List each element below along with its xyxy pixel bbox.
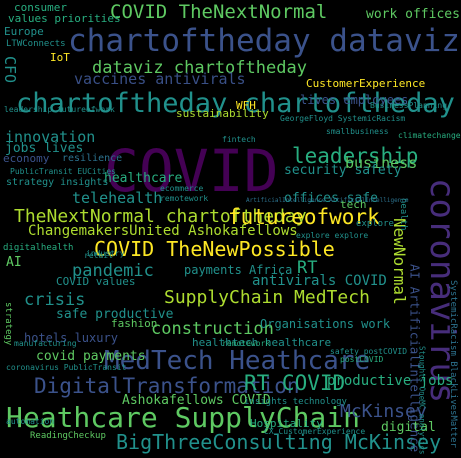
word-hospitality: Hospitality [250, 417, 323, 430]
word-digital: digital [381, 420, 436, 435]
word-telehealth: telehealth [72, 189, 163, 207]
word-digitaltransformation: DigitalTransformation [34, 374, 300, 398]
word-thenextnormal-chartoftheday: TheNextNormal chartoftheday [14, 206, 307, 227]
word-ashokafellows-covid: Ashokafellows COVID [122, 393, 271, 408]
word-customerexperience: CustomerExperience [306, 77, 426, 90]
word-climatechange: climatechange [398, 131, 461, 140]
word-heathcare-supplychain: Heathcare SupplyChain [6, 401, 361, 434]
word-rt-covid: RT COVID [244, 371, 346, 395]
word-work-offices: work offices [366, 7, 460, 22]
word-iot: IoT [50, 51, 70, 64]
word-digitalhealth: digitalhealth [3, 243, 74, 253]
word-health: health [398, 198, 408, 231]
word-innovation: innovation [5, 128, 96, 146]
word-construction: construction [151, 319, 274, 339]
word-covid-values: COVID values [56, 275, 136, 288]
word-ltwconnects: LTWConnects [6, 39, 66, 49]
word-organisations-work: Organisations work [260, 317, 391, 331]
word-cfo: CFO [1, 56, 19, 84]
word-mckinsey: McKinsey [340, 401, 427, 422]
word-strategy: strategy [3, 302, 13, 346]
word-offices-safe: offices safe [284, 191, 378, 206]
word-sustainability: sustainability [176, 107, 269, 120]
word-lives-employees: lives employees [300, 93, 409, 107]
word-ecommerce: ecommerce [160, 184, 204, 193]
word-covid-thenewpossible: COVID TheNewPossible [94, 237, 335, 261]
word-fashion: fashion [111, 317, 158, 330]
word-leadership: leadership [292, 144, 419, 168]
word-antivirals-covid: antivirals COVID [252, 273, 387, 289]
word-hotels-luxury: hotels luxury [24, 331, 118, 345]
word-healthcare: healthcare [104, 171, 183, 186]
word-artificialintelligence-artificialintelligence: ArtificialIntelligence ArtificialIntelli… [246, 197, 409, 204]
word-automation: automation [6, 417, 55, 426]
word-crisis: crisis [24, 290, 86, 310]
word-retail: retail [84, 251, 113, 260]
word-consumer: consumer [14, 1, 67, 14]
word-resilience: resilience [62, 153, 123, 164]
word-covid-thenextnormal: COVID TheNextNormal [110, 1, 328, 23]
word-security-safety: security safety [284, 163, 402, 178]
word-explore: explore [356, 219, 394, 229]
word-explore-explore: explore explore [296, 231, 369, 240]
word-cx-customerexperience: CX CustomerExperience [264, 427, 366, 436]
word-europe: Europe [4, 25, 44, 38]
word-pandemic: pandemic [72, 261, 154, 281]
word-dataviz-chartoftheday: dataviz chartoftheday [92, 58, 307, 78]
word-stoughts-onemc-analytics: Stoughts OneMC analytics [417, 346, 427, 455]
word-safety-postcovid: safety postCOVID [330, 347, 408, 356]
word-coronavirus: coronavirus [422, 178, 461, 404]
word-wfh: WFH [236, 99, 256, 112]
word-covid: COVID [104, 137, 279, 205]
word-readingcheckup: ReadingCheckup [30, 431, 106, 441]
word-smallbusiness: smallbusiness [326, 127, 389, 136]
word-healthtech-healthcare: healthtech healthcare [192, 336, 332, 349]
word-remotework: remotework [160, 194, 209, 203]
word-leadership-futureofwork: leadership futureofwork [4, 105, 115, 114]
word-tech: tech [340, 198, 367, 211]
word-fintech: fintech [222, 135, 256, 144]
word-changemakersunited-ashokafellows: ChangemakersUnited Ashokafellows [28, 223, 298, 239]
word-medtech-heathcare: MedTech Heathcare [104, 346, 371, 376]
word-publictransit-eucities: PublicTransit EUCities [10, 167, 116, 176]
word-systemicracism-blacklivesmatter: SystemicRacism BlackLivesMatter [448, 280, 458, 448]
word-businessplanning: BusinessPlanning [370, 101, 448, 110]
word-safe-productive: safe productive [56, 307, 174, 322]
word-strategy-insights: strategy insights [6, 177, 109, 188]
word-remotework-2: remotework [222, 339, 271, 348]
word-postcovid: postCOVID [340, 355, 384, 364]
word-ai: AI [6, 255, 22, 270]
word-chartoftheday-chartoftheday: chartoftheday chartoftheday [16, 88, 455, 119]
word-chartoftheday-dataviz: chartoftheday dataviz [68, 23, 460, 59]
word-business: business [345, 154, 418, 172]
word-vaccines-antivirals: vaccines antivirals [74, 70, 246, 88]
word-manufacturing: manufacturing [14, 339, 77, 348]
word-rt: RT [297, 258, 318, 278]
word-values-priorities: values priorities [8, 12, 121, 25]
word-futureofwork: futureofwork [228, 205, 380, 229]
word-productive-jobs: productive jobs [327, 373, 454, 389]
word-payments-africa: payments Africa [184, 263, 293, 277]
word-coronavirus-publictransit: coronavirus PublicTransit [6, 363, 127, 372]
word-covid-payments: covid payments [36, 349, 146, 364]
word-georgefloyd-systemicracism: GeorgeFloyd SystemicRacism [280, 114, 406, 123]
word-bigthreeconsulting-mckinsey: BigThreeConsulting McKinsey [116, 430, 442, 454]
word-ai-artificialintelligence: AI ArtificialIntelligence [407, 264, 423, 453]
word-insights-technology: insights technology [244, 397, 347, 407]
word-newnormal: NewNormal [390, 218, 409, 305]
word-jobs-lives: jobs lives [5, 141, 84, 156]
word-economy: economy [3, 152, 50, 165]
word-supplychain-medtech: SupplyChain MedTech [164, 287, 370, 308]
word-industry: industry [86, 249, 125, 258]
